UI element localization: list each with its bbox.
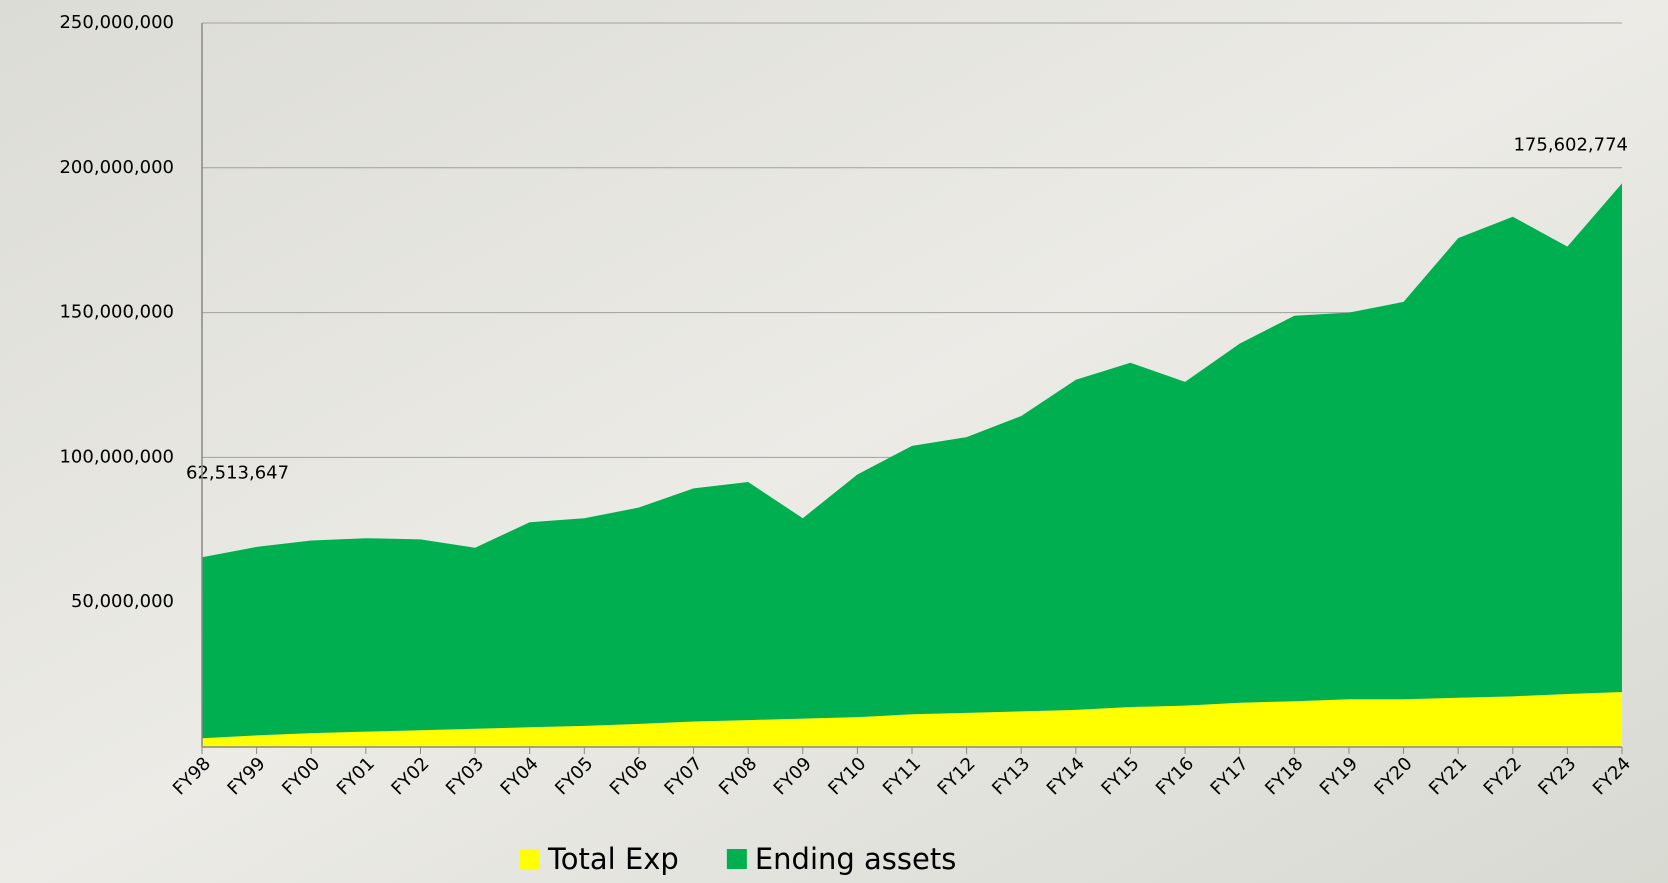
legend-label: Total Exp (547, 842, 679, 876)
area (202, 183, 1622, 739)
data-label: 175,602,774 (1513, 134, 1628, 155)
legend-swatch (726, 849, 747, 869)
y-tick-label: 250,000,000 (59, 12, 174, 33)
y-tick-label: 200,000,000 (59, 157, 174, 178)
y-tick-label: 50,000,000 (71, 591, 174, 612)
y-tick-label: 150,000,000 (59, 302, 174, 323)
y-tick-label: 100,000,000 (59, 446, 174, 467)
data-label: 62,513,647 (186, 462, 289, 483)
area (202, 691, 1622, 747)
legend-label: Ending assets (755, 842, 957, 876)
legend-swatch (520, 849, 540, 869)
